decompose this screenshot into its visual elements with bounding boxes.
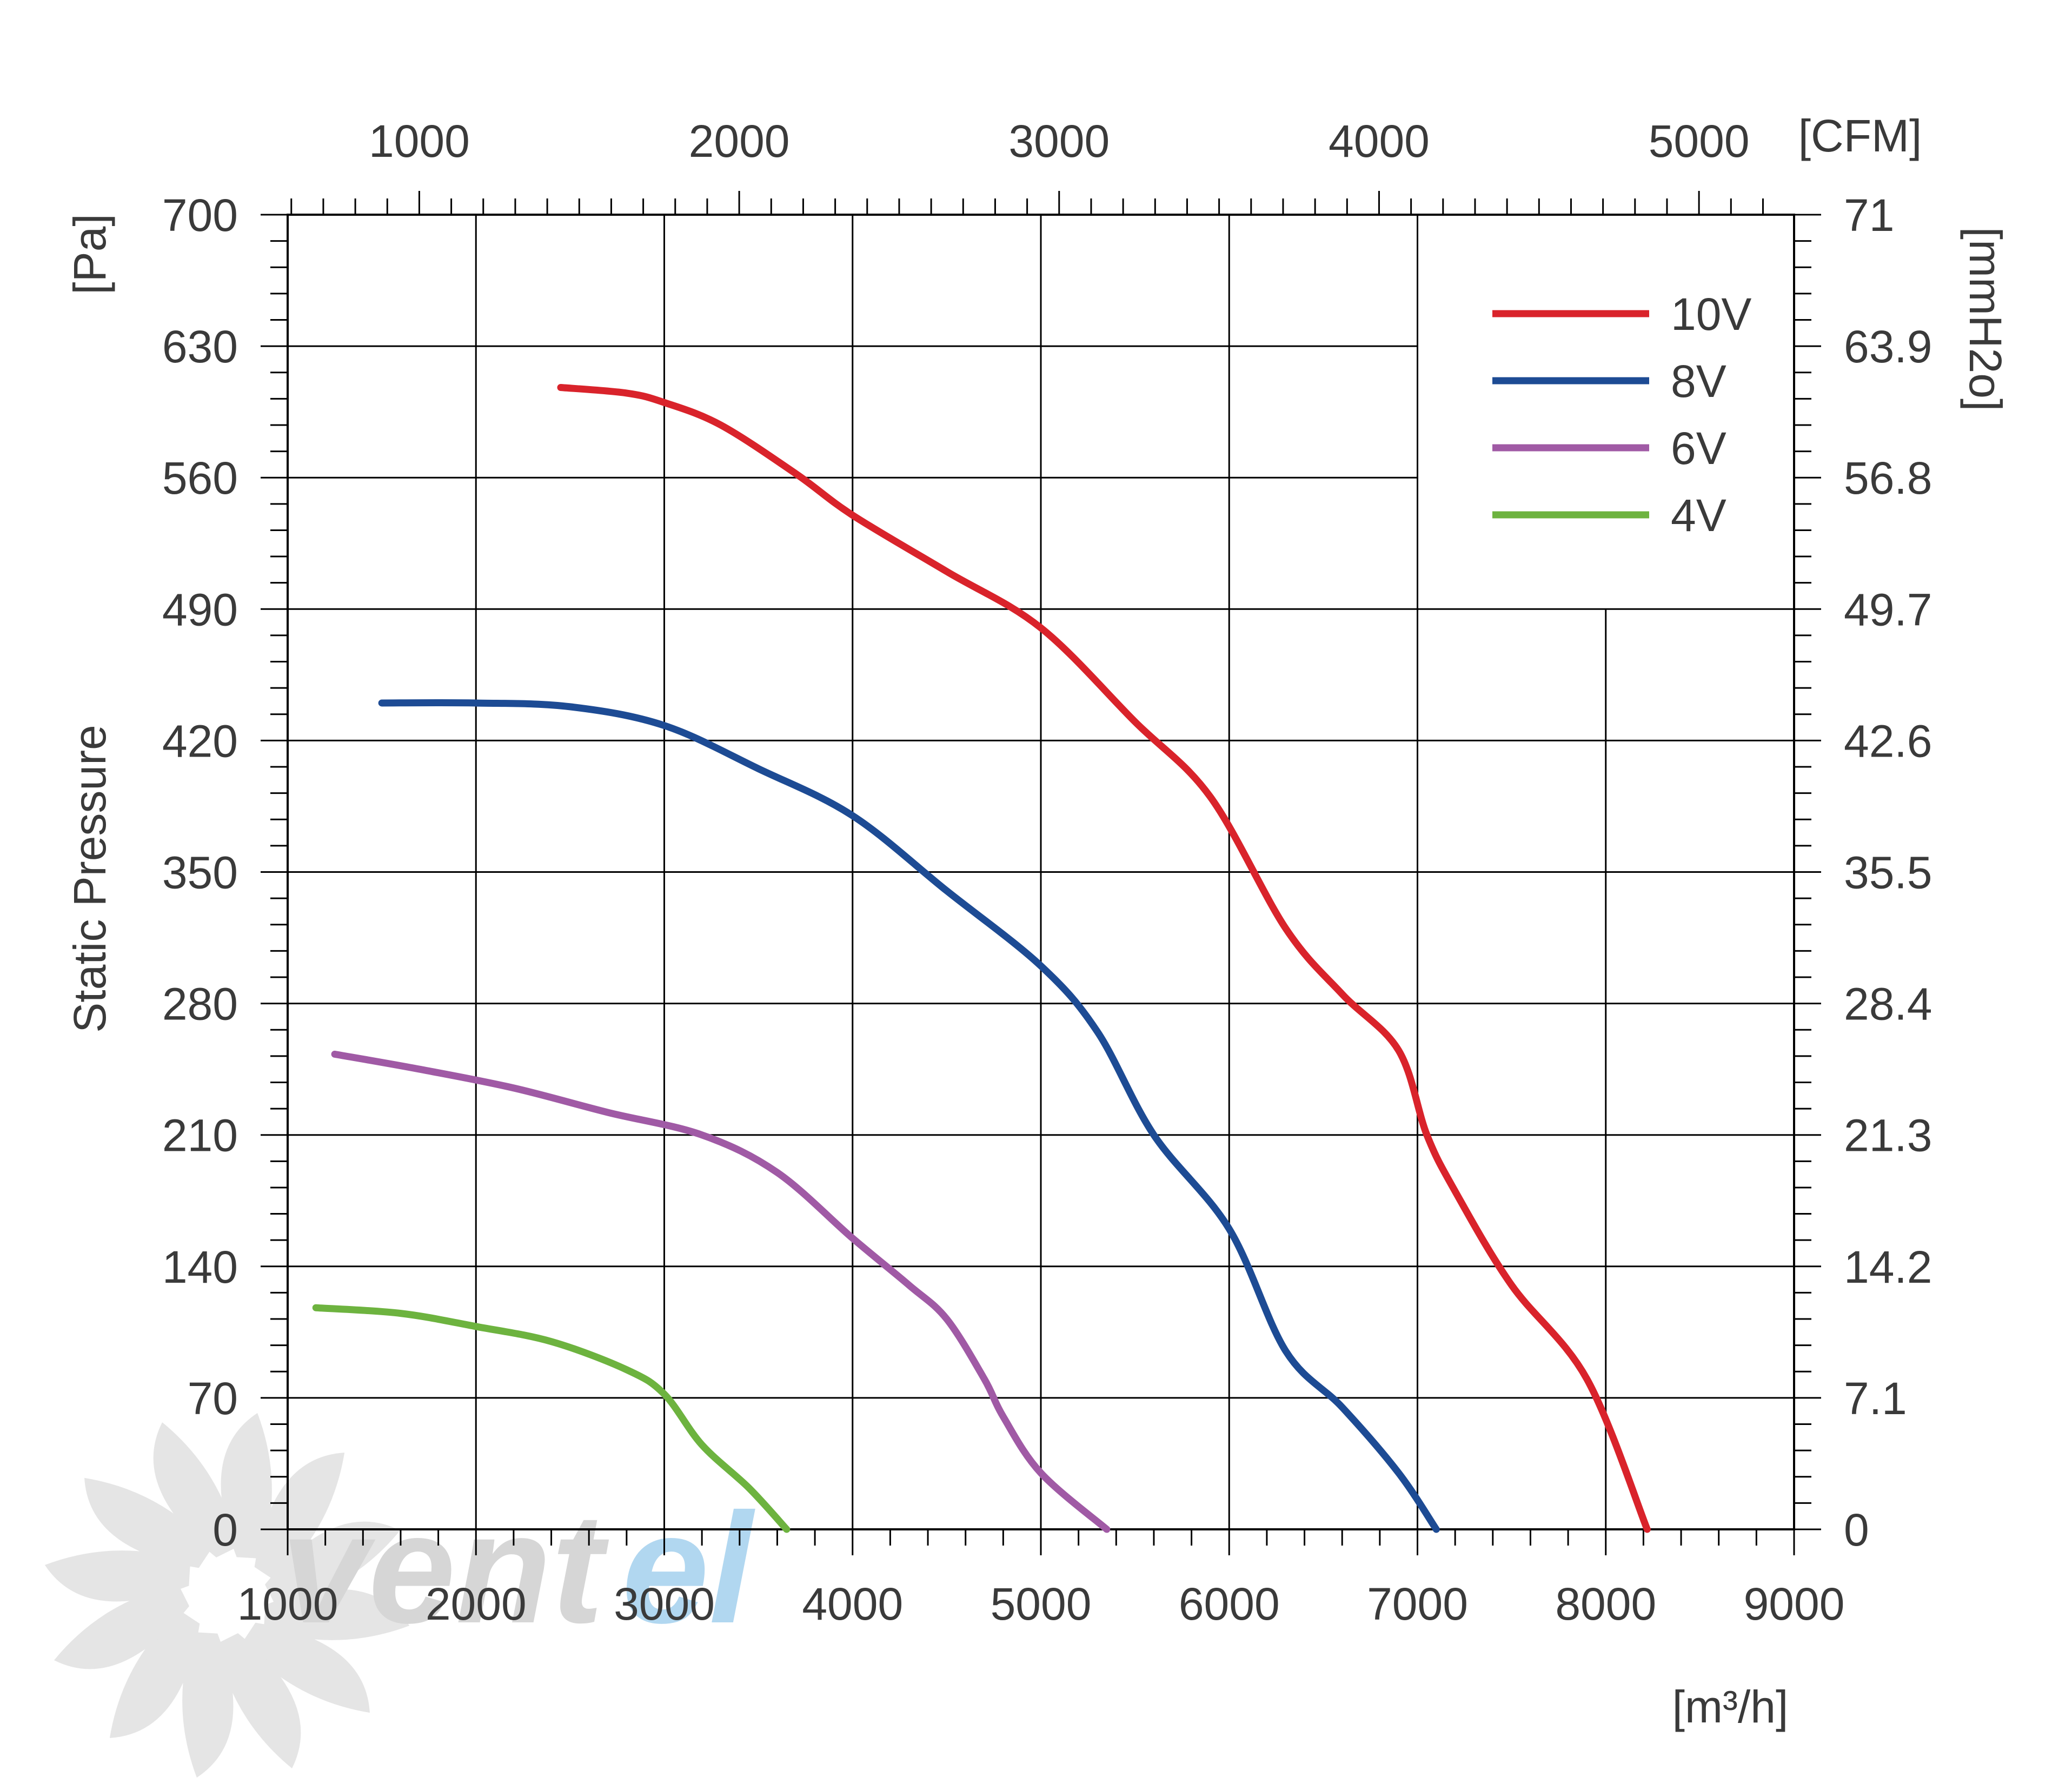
y-tick-label-right: 49.7: [1844, 584, 1932, 635]
fan-blade: [265, 1521, 400, 1606]
y-tick-label-right: 63.9: [1844, 321, 1932, 372]
legend: 10V 8V 6V 4V: [1427, 254, 1751, 557]
fan-blade: [221, 1413, 272, 1559]
y-tick-label-left: 420: [162, 715, 238, 766]
fan-blade-shape: [109, 1610, 200, 1738]
fan-blade-shape: [216, 1633, 301, 1768]
x-tick-label-top: 4000: [1329, 116, 1430, 167]
y-tick-label-left: 350: [162, 847, 238, 898]
x-unit-top: [CFM]: [1798, 110, 1922, 161]
watermark-brand-light: el: [622, 1481, 755, 1656]
fan-blade-shape: [263, 1589, 410, 1640]
series-line-6v: [331, 1050, 1111, 1533]
fan-hub: [189, 1557, 265, 1633]
x-tick-label-bottom: 3000: [614, 1579, 715, 1629]
y-tick-label-left: 210: [162, 1110, 238, 1161]
y-tick-label-left: 0: [212, 1504, 238, 1555]
fan-blade: [153, 1422, 238, 1557]
fan-blade: [182, 1632, 234, 1778]
fan-blade: [263, 1589, 410, 1640]
fan-blade: [54, 1585, 189, 1669]
y-tick-label-left: 560: [162, 453, 238, 503]
fan-blade: [44, 1550, 191, 1602]
plot-frame: [287, 214, 1795, 1530]
fan-blade-shape: [54, 1585, 189, 1669]
y-tick-label-right: 56.8: [1844, 453, 1932, 503]
fan-blade-shape: [254, 1453, 345, 1581]
y-unit-right: [mmH2o]: [1960, 227, 2011, 412]
y-axis-left-labels: 0 70 140 210 280 350 420 490 560 630 700: [162, 190, 238, 1555]
x-tick-label-bottom: 6000: [1179, 1579, 1280, 1629]
legend-label-8v: 8V: [1671, 356, 1726, 407]
x-tick-label-top: 2000: [689, 116, 790, 167]
series-line-10v: [557, 384, 1651, 1533]
y-axis-title: Static Pressure: [64, 725, 115, 1033]
fan-blade-shape: [242, 1622, 370, 1713]
fan-blade-shape: [84, 1477, 212, 1568]
watermark-brand-dark: vent: [281, 1481, 610, 1656]
fan-blade: [109, 1610, 200, 1738]
grid-lines: [288, 215, 1794, 1529]
x-axis-title: [m³/h]: [1672, 1681, 1789, 1732]
x-tick-label-top: 1000: [369, 116, 470, 167]
y-tick-label-right: 35.5: [1844, 847, 1932, 898]
x-tick-label-bottom: 7000: [1367, 1579, 1468, 1629]
minor-tick-marks: [261, 191, 1821, 1555]
fan-blade-shape: [182, 1632, 234, 1778]
x-tick-label-bottom: 4000: [802, 1579, 903, 1629]
x-tick-label-top: 5000: [1649, 116, 1750, 167]
x-axis-top-labels: 1000 2000 3000 4000 5000: [369, 116, 1750, 167]
y-tick-label-right: 28.4: [1844, 979, 1932, 1030]
x-tick-label-bottom: 9000: [1744, 1579, 1845, 1629]
legend-label-10v: 10V: [1671, 289, 1751, 340]
fan-blade-shape: [153, 1422, 238, 1557]
fan-blades-icon: [44, 1413, 410, 1778]
fan-blade-shape: [265, 1521, 400, 1606]
y-tick-label-left: 700: [162, 190, 238, 241]
brand-watermark: vent el: [44, 1413, 755, 1778]
y-tick-label-left: 70: [188, 1373, 238, 1424]
y-tick-label-right: 7.1: [1844, 1373, 1907, 1424]
y-tick-label-left: 280: [162, 979, 238, 1030]
y-tick-label-right: 42.6: [1844, 715, 1932, 766]
series-lines: [312, 384, 1651, 1533]
fan-blade: [216, 1633, 301, 1768]
x-axis-bottom-labels: 1000 2000 3000 4000 5000 6000 7000 8000 9000: [237, 1579, 1845, 1629]
y-axis-right-labels: 0 7.1 14.2 21.3 28.4 35.5 42.6 49.7 56.8 63.9 71: [1844, 190, 1932, 1555]
series-line-4v: [312, 1304, 791, 1533]
fan-blade: [254, 1453, 345, 1581]
legend-label-6v: 6V: [1671, 423, 1726, 474]
y-tick-label-right: 71: [1844, 190, 1894, 241]
fan-blade: [84, 1477, 212, 1568]
y-tick-label-right: 0: [1844, 1504, 1869, 1555]
y-tick-label-left: 630: [162, 321, 238, 372]
x-tick-label-top: 3000: [1008, 116, 1110, 167]
legend-label-4v: 4V: [1671, 490, 1726, 541]
fan-blade-shape: [44, 1550, 191, 1602]
x-tick-label-bottom: 2000: [426, 1579, 527, 1629]
y-tick-label-right: 14.2: [1844, 1242, 1932, 1292]
y-unit-left: [Pa]: [64, 214, 115, 294]
y-tick-label-left: 490: [162, 584, 238, 635]
fan-blade: [242, 1622, 370, 1713]
fan-blade-shape: [221, 1413, 272, 1559]
x-tick-label-bottom: 1000: [237, 1579, 338, 1629]
y-tick-label-left: 140: [162, 1242, 238, 1292]
legend-background: [1427, 254, 1740, 557]
x-tick-label-bottom: 8000: [1555, 1579, 1656, 1629]
y-tick-label-right: 21.3: [1844, 1110, 1932, 1161]
series-line-8v: [378, 699, 1440, 1533]
x-tick-label-bottom: 5000: [991, 1579, 1092, 1629]
